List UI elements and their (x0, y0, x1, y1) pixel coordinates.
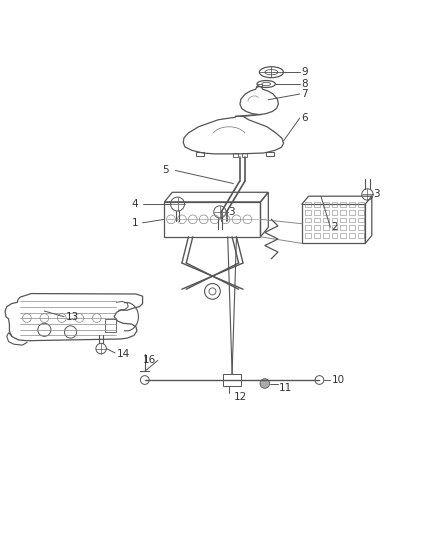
Circle shape (260, 379, 270, 389)
Bar (266, 152, 274, 157)
Bar (323, 233, 328, 238)
Bar (242, 153, 247, 157)
Bar (305, 202, 311, 207)
Text: 12: 12 (234, 392, 247, 402)
Bar (305, 217, 311, 222)
Bar (332, 233, 337, 238)
Text: 16: 16 (142, 356, 155, 365)
Text: 7: 7 (301, 89, 308, 99)
Bar (323, 225, 328, 230)
Text: 5: 5 (162, 165, 169, 175)
Bar (223, 374, 241, 386)
Bar (314, 233, 320, 238)
Text: 3: 3 (373, 189, 380, 199)
Bar (332, 210, 337, 215)
Bar (302, 204, 365, 244)
Bar (340, 217, 346, 222)
Bar (358, 202, 364, 207)
Bar (332, 225, 337, 230)
Bar (349, 217, 355, 222)
Text: 1: 1 (131, 218, 138, 228)
Bar (233, 153, 238, 157)
Bar (305, 210, 311, 215)
Bar (340, 210, 346, 215)
Bar (196, 152, 204, 157)
Text: 6: 6 (301, 113, 308, 123)
Bar (358, 217, 364, 222)
Bar (314, 210, 320, 215)
Bar (314, 202, 320, 207)
Bar (305, 225, 311, 230)
Bar (332, 202, 337, 207)
Bar (358, 210, 364, 215)
Bar (349, 225, 355, 230)
Text: 10: 10 (332, 375, 345, 385)
Bar (314, 217, 320, 222)
Bar (164, 202, 261, 237)
Bar (358, 233, 364, 238)
Text: 2: 2 (332, 222, 338, 232)
Bar (323, 202, 328, 207)
Bar (332, 217, 337, 222)
Text: 3: 3 (228, 207, 234, 217)
Bar (349, 210, 355, 215)
Bar (340, 225, 346, 230)
Bar (340, 233, 346, 238)
Text: 13: 13 (65, 312, 78, 322)
Bar (106, 319, 117, 332)
Bar (349, 202, 355, 207)
Bar (340, 202, 346, 207)
Text: 8: 8 (301, 79, 308, 89)
Text: 4: 4 (131, 199, 138, 209)
Bar (314, 225, 320, 230)
Bar (323, 210, 328, 215)
Bar (349, 233, 355, 238)
Bar (358, 225, 364, 230)
Text: 9: 9 (301, 67, 308, 77)
Text: 14: 14 (117, 349, 130, 359)
Bar (323, 217, 328, 222)
Bar (305, 233, 311, 238)
Text: 11: 11 (279, 383, 293, 393)
